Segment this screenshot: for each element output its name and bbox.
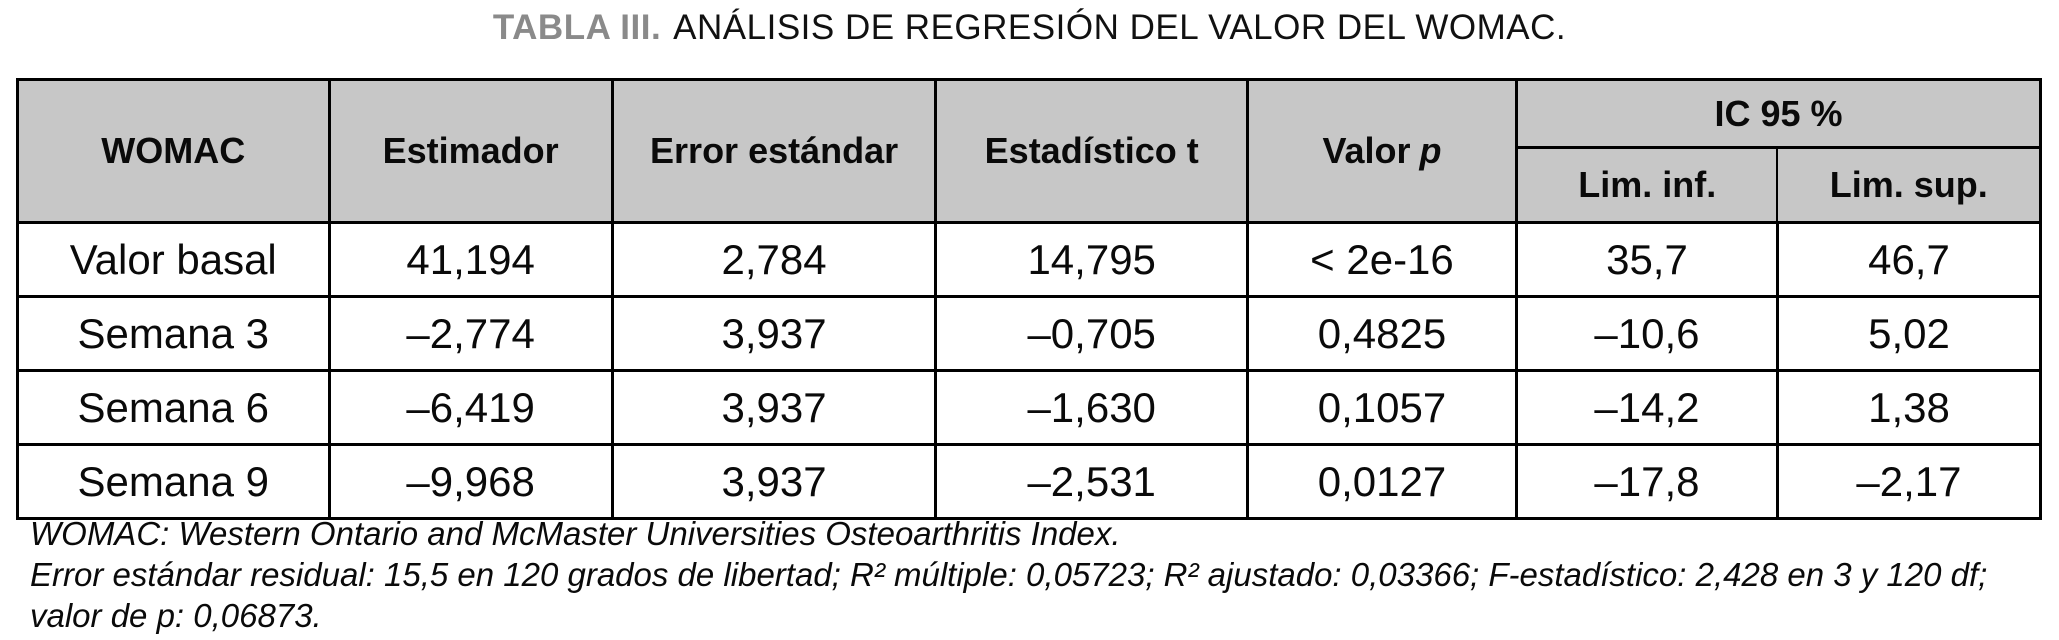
table-row-semana-9: Semana 9 –9,968 3,937 –2,531 0,0127 –17,… <box>16 443 2043 520</box>
header-row-sub: Lim. inf. Lim. sup. <box>18 146 2043 224</box>
cell-lim-inf: –17,8 <box>1515 443 1779 520</box>
cell-lim-sup: 5,02 <box>1775 295 2043 372</box>
table-title: TABLA III. ANÁLISIS DE REGRESIÓN DEL VALO… <box>0 8 2059 48</box>
cell-error-estandar: 3,937 <box>610 369 938 446</box>
cell-lim-sup: 46,7 <box>1775 221 2043 298</box>
cell-lim-inf: –14,2 <box>1515 369 1779 446</box>
valor-p-label: Valor <box>1322 130 1411 171</box>
cell-valor-p: 0,4825 <box>1245 295 1519 372</box>
cell-estadistico-t: –2,531 <box>934 443 1249 520</box>
column-header-error-estandar: Error estándar <box>610 78 938 224</box>
table-row-semana-6: Semana 6 –6,419 3,937 –1,630 0,1057 –14,… <box>16 369 2043 446</box>
cell-valor-p: < 2e-16 <box>1245 221 1519 298</box>
footnote-regression-stats: Error estándar residual: 15,5 en 120 gra… <box>30 556 1988 634</box>
table-title-text: ANÁLISIS DE REGRESIÓN DEL VALOR DEL WOMA… <box>673 8 1567 47</box>
cell-error-estandar: 3,937 <box>610 295 938 372</box>
cell-row-label: Semana 6 <box>16 369 331 446</box>
cell-lim-inf: 35,7 <box>1515 221 1779 298</box>
cell-error-estandar: 2,784 <box>610 221 938 298</box>
cell-estadistico-t: –1,630 <box>934 369 1249 446</box>
table-row-semana-3: Semana 3 –2,774 3,937 –0,705 0,4825 –10,… <box>16 295 2043 372</box>
cell-estimador: 41,194 <box>327 221 614 298</box>
cell-error-estandar: 3,937 <box>610 443 938 520</box>
regression-table: WOMAC Estimador Error estándar Estadísti… <box>16 78 2043 520</box>
column-header-valor-p: Valor p <box>1245 78 1519 224</box>
valor-p-symbol: p <box>1419 130 1442 171</box>
cell-estadistico-t: 14,795 <box>934 221 1249 298</box>
table-row-valor-basal: Valor basal 41,194 2,784 14,795 < 2e-16 … <box>16 221 2043 298</box>
header-row-top: WOMAC Estimador Error estándar Estadísti… <box>16 78 2042 224</box>
column-header-estadistico-t: Estadístico t <box>934 78 1249 224</box>
column-header-womac: WOMAC <box>16 78 331 224</box>
cell-estadistico-t: –0,705 <box>934 295 1249 372</box>
cell-estimador: –6,419 <box>327 369 614 446</box>
footnote-womac-definition: WOMAC: Western Ontario and McMaster Univ… <box>30 515 1121 552</box>
table-title-number: TABLA III. <box>492 8 662 47</box>
cell-lim-inf: –10,6 <box>1515 295 1779 372</box>
cell-lim-sup: –2,17 <box>1775 443 2043 520</box>
column-header-lim-inf: Lim. inf. <box>1515 146 1779 224</box>
table-footnotes: WOMAC: Western Ontario and McMaster Univ… <box>30 513 2042 636</box>
cell-estimador: –2,774 <box>327 295 614 372</box>
cell-valor-p: 0,0127 <box>1245 443 1519 520</box>
cell-row-label: Semana 9 <box>16 443 331 520</box>
column-header-ic95: IC 95 % <box>1515 78 2042 149</box>
cell-valor-p: 0,1057 <box>1245 369 1519 446</box>
cell-row-label: Valor basal <box>16 221 331 298</box>
column-header-estimador: Estimador <box>327 78 614 224</box>
column-header-lim-sup: Lim. sup. <box>1776 146 2043 224</box>
cell-estimador: –9,968 <box>327 443 614 520</box>
cell-row-label: Semana 3 <box>16 295 331 372</box>
cell-lim-sup: 1,38 <box>1775 369 2043 446</box>
